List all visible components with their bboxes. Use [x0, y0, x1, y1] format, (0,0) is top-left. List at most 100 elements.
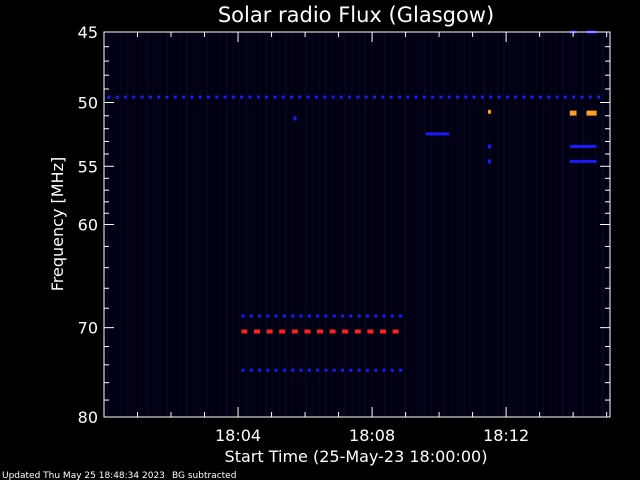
background-streak [318, 32, 320, 417]
feature-blue-dash [357, 314, 361, 318]
background-streak [470, 32, 472, 417]
feature-blue-dash [439, 95, 443, 99]
feature-red-dash [291, 329, 298, 334]
feature-blue-dash [332, 368, 336, 372]
feature-blue-dash [274, 368, 278, 372]
feature-blue-dash [299, 368, 303, 372]
feature-blue-dash [414, 95, 418, 99]
background-streak [113, 32, 116, 417]
x-tick-label: 18:12 [483, 426, 529, 445]
background-streak [542, 32, 545, 417]
background-streak [311, 32, 314, 417]
y-tick-label: 70 [78, 319, 98, 338]
feature-blue-dash [258, 314, 261, 318]
feature-blue-dash [331, 95, 335, 99]
feature-blue-dash [431, 95, 435, 99]
feature-blue-dash [489, 95, 493, 99]
background-streak [595, 32, 597, 417]
feature-blue-dash [148, 95, 152, 99]
y-axis-label: Frequency [MHz] [48, 157, 67, 291]
feature-red-dash [304, 329, 311, 334]
feature-blue-dash [249, 314, 253, 318]
feature-blue-dash [349, 368, 353, 372]
chart-title: Solar radio Flux (Glasgow) [218, 3, 494, 27]
feature-red-dash [392, 329, 399, 334]
feature-blue-dash [397, 95, 401, 99]
background-streak [450, 32, 452, 417]
feature-blue-dot [293, 116, 297, 121]
feature-red-dash [380, 329, 386, 334]
background-streak [140, 32, 142, 417]
feature-blue-dash [165, 95, 169, 99]
feature-blue-dash [332, 314, 336, 318]
feature-blue-dash [374, 314, 378, 318]
background-streak [516, 32, 518, 417]
background-streak [371, 32, 373, 417]
bg-subtracted-note: BG subtracted [172, 471, 236, 480]
feature-blue-dash [390, 314, 394, 318]
feature-blue-dash [190, 95, 194, 99]
feature-blue-dash [382, 314, 386, 318]
background-streak [252, 32, 254, 417]
feature-blue-dash [324, 314, 328, 318]
feature-blue-dash [539, 95, 542, 99]
feature-orange-segment [569, 110, 577, 116]
feature-blue-dash [522, 95, 526, 99]
feature-blue-dash [115, 95, 119, 99]
feature-red-dash [279, 329, 286, 334]
background-streak [529, 32, 531, 417]
background-streak [437, 32, 439, 417]
feature-blue-dash [389, 95, 393, 99]
feature-blue-dash [231, 95, 235, 99]
background-streak [364, 32, 366, 417]
feature-blue-dash [274, 314, 278, 318]
plot-area [104, 30, 611, 417]
feature-blue-dash [374, 368, 378, 372]
feature-blue-dash [273, 95, 277, 99]
feature-blue-dash [223, 95, 227, 99]
feature-blue-dash [572, 95, 576, 99]
feature-blue-dash [282, 314, 286, 318]
feature-blue-dash [314, 95, 318, 99]
feature-blue-dash [316, 368, 320, 372]
feature-blue-dash [316, 314, 320, 318]
feature-blue-dash [505, 95, 509, 99]
background-streak [390, 32, 393, 417]
feature-blue-dash [323, 95, 327, 99]
feature-blue-segment [569, 159, 597, 163]
background-streak [417, 32, 419, 417]
background-streak [192, 32, 195, 417]
feature-blue-dash [282, 368, 286, 372]
background-streak [173, 32, 175, 417]
background-streak [384, 32, 386, 417]
feature-blue-dash [341, 368, 344, 372]
background-streak [258, 32, 261, 417]
updated-timestamp: Updated Thu May 25 18:48:34 2023 [2, 471, 165, 480]
background-streak [496, 32, 498, 417]
y-tick-label: 60 [78, 216, 98, 235]
feature-blue-dash [290, 95, 293, 99]
feature-blue-dash [341, 314, 344, 318]
background-streak [404, 32, 406, 417]
feature-blue-dash [497, 95, 501, 99]
feature-blue-dash [215, 95, 219, 99]
background-streak [298, 32, 300, 417]
feature-blue-dash [266, 314, 270, 318]
background-streak [225, 32, 228, 417]
background-streak [331, 32, 333, 417]
background-streak [569, 32, 571, 417]
axes: 45 50 55 60 70 80 18:04 18:08 18:12 [78, 23, 611, 445]
background-streak [166, 32, 168, 417]
feature-blue-dash [555, 95, 559, 99]
feature-blue-dash [365, 368, 369, 372]
background-streak [588, 32, 591, 417]
feature-blue-dash [241, 314, 245, 318]
feature-blue-dash [291, 368, 295, 372]
feature-blue-dash [373, 95, 376, 99]
feature-blue-dash [248, 95, 252, 99]
feature-blue-dash [207, 95, 210, 99]
feature-blue-dash [173, 95, 177, 99]
background-streak [562, 32, 564, 417]
feature-blue-dash [298, 95, 302, 99]
feature-red-dash [241, 329, 248, 334]
